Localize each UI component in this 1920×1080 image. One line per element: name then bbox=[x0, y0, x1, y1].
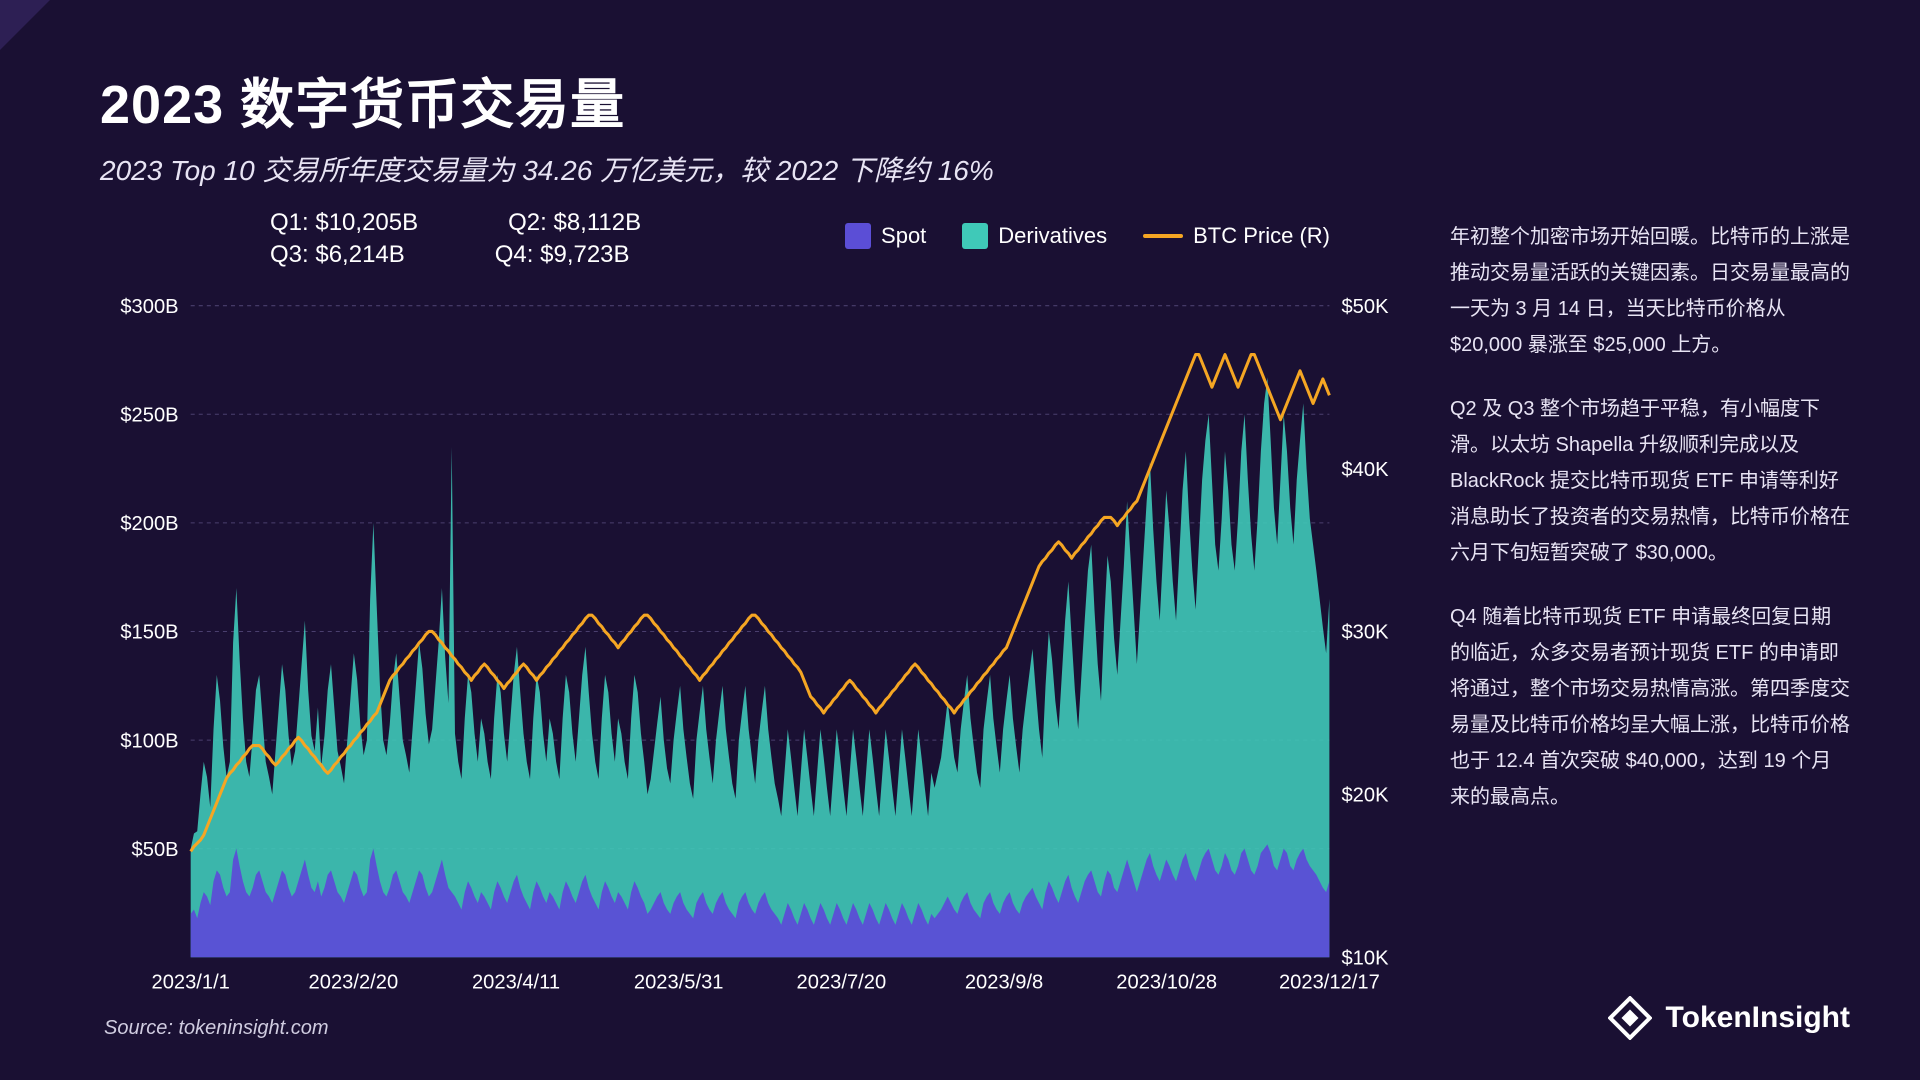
legend-btc-label: BTC Price (R) bbox=[1193, 223, 1330, 249]
content-row: Q1: $10,205B Q2: $8,112B Q3: $6,214B Q4:… bbox=[100, 209, 1850, 1040]
legend-btc: BTC Price (R) bbox=[1143, 223, 1330, 249]
svg-text:$30K: $30K bbox=[1341, 622, 1388, 644]
corner-decoration bbox=[0, 0, 50, 50]
legend-spot: Spot bbox=[845, 223, 926, 249]
q2-value: Q2: $8,112B bbox=[508, 209, 641, 237]
svg-text:$150B: $150B bbox=[120, 622, 178, 644]
brand-label: TokenInsight bbox=[1666, 1001, 1850, 1035]
brand-logo: TokenInsight bbox=[1608, 996, 1850, 1040]
svg-text:2023/7/20: 2023/7/20 bbox=[797, 971, 887, 993]
paragraph-2: Q2 及 Q3 整个市场趋于平稳，有小幅度下滑。以太坊 Shapella 升级顺… bbox=[1450, 391, 1850, 571]
legend-derivatives-label: Derivatives bbox=[998, 223, 1107, 249]
svg-text:2023/2/20: 2023/2/20 bbox=[309, 971, 399, 993]
svg-text:$10K: $10K bbox=[1341, 947, 1388, 969]
svg-text:$300B: $300B bbox=[120, 296, 178, 318]
svg-text:2023/5/31: 2023/5/31 bbox=[634, 971, 724, 993]
svg-text:$100B: $100B bbox=[120, 730, 178, 752]
derivatives-swatch-icon bbox=[962, 223, 988, 249]
svg-text:$200B: $200B bbox=[120, 513, 178, 535]
svg-text:2023/12/17: 2023/12/17 bbox=[1279, 971, 1380, 993]
legend-derivatives: Derivatives bbox=[962, 223, 1107, 249]
volume-chart: $50B $100B $150B $200B $250B $300B $10K $20K $30… bbox=[100, 285, 1410, 1009]
paragraph-1: 年初整个加密市场开始回暖。比特币的上涨是推动交易量活跃的关键因素。日交易量最高的… bbox=[1450, 219, 1850, 363]
chart-box: $50B $100B $150B $200B $250B $300B $10K $20K $30… bbox=[100, 285, 1410, 1009]
page-root: 2023 数字货币交易量 2023 Top 10 交易所年度交易量为 34.26… bbox=[0, 0, 1920, 1080]
svg-text:2023/4/11: 2023/4/11 bbox=[472, 971, 560, 993]
svg-text:2023/1/1: 2023/1/1 bbox=[151, 971, 229, 993]
btc-line-swatch-icon bbox=[1143, 234, 1183, 238]
q3-value: Q3: $6,214B bbox=[270, 241, 405, 269]
chart-legend: Spot Derivatives BTC Price (R) bbox=[845, 223, 1330, 249]
svg-text:$40K: $40K bbox=[1341, 459, 1388, 481]
side-column: 年初整个加密市场开始回暖。比特币的上涨是推动交易量活跃的关键因素。日交易量最高的… bbox=[1450, 209, 1850, 1040]
q1-value: Q1: $10,205B bbox=[270, 209, 418, 237]
spot-swatch-icon bbox=[845, 223, 871, 249]
legend-spot-label: Spot bbox=[881, 223, 926, 249]
page-title: 2023 数字货币交易量 bbox=[100, 60, 1850, 139]
svg-text:2023/9/8: 2023/9/8 bbox=[965, 971, 1043, 993]
svg-text:$250B: $250B bbox=[120, 404, 178, 426]
paragraph-3: Q4 随着比特币现货 ETF 申请最终回复日期的临近，众多交易者预计现货 ETF… bbox=[1450, 599, 1850, 815]
svg-text:$50K: $50K bbox=[1341, 296, 1388, 318]
svg-text:2023/10/28: 2023/10/28 bbox=[1116, 971, 1217, 993]
chart-column: Q1: $10,205B Q2: $8,112B Q3: $6,214B Q4:… bbox=[100, 209, 1410, 1040]
q4-value: Q4: $9,723B bbox=[495, 241, 630, 269]
svg-text:$50B: $50B bbox=[132, 839, 179, 861]
source-label: Source: tokeninsight.com bbox=[104, 1017, 1410, 1040]
brand-logo-icon bbox=[1608, 996, 1652, 1040]
page-subtitle: 2023 Top 10 交易所年度交易量为 34.26 万亿美元，较 2022 … bbox=[100, 149, 1850, 189]
svg-text:$20K: $20K bbox=[1341, 784, 1388, 806]
